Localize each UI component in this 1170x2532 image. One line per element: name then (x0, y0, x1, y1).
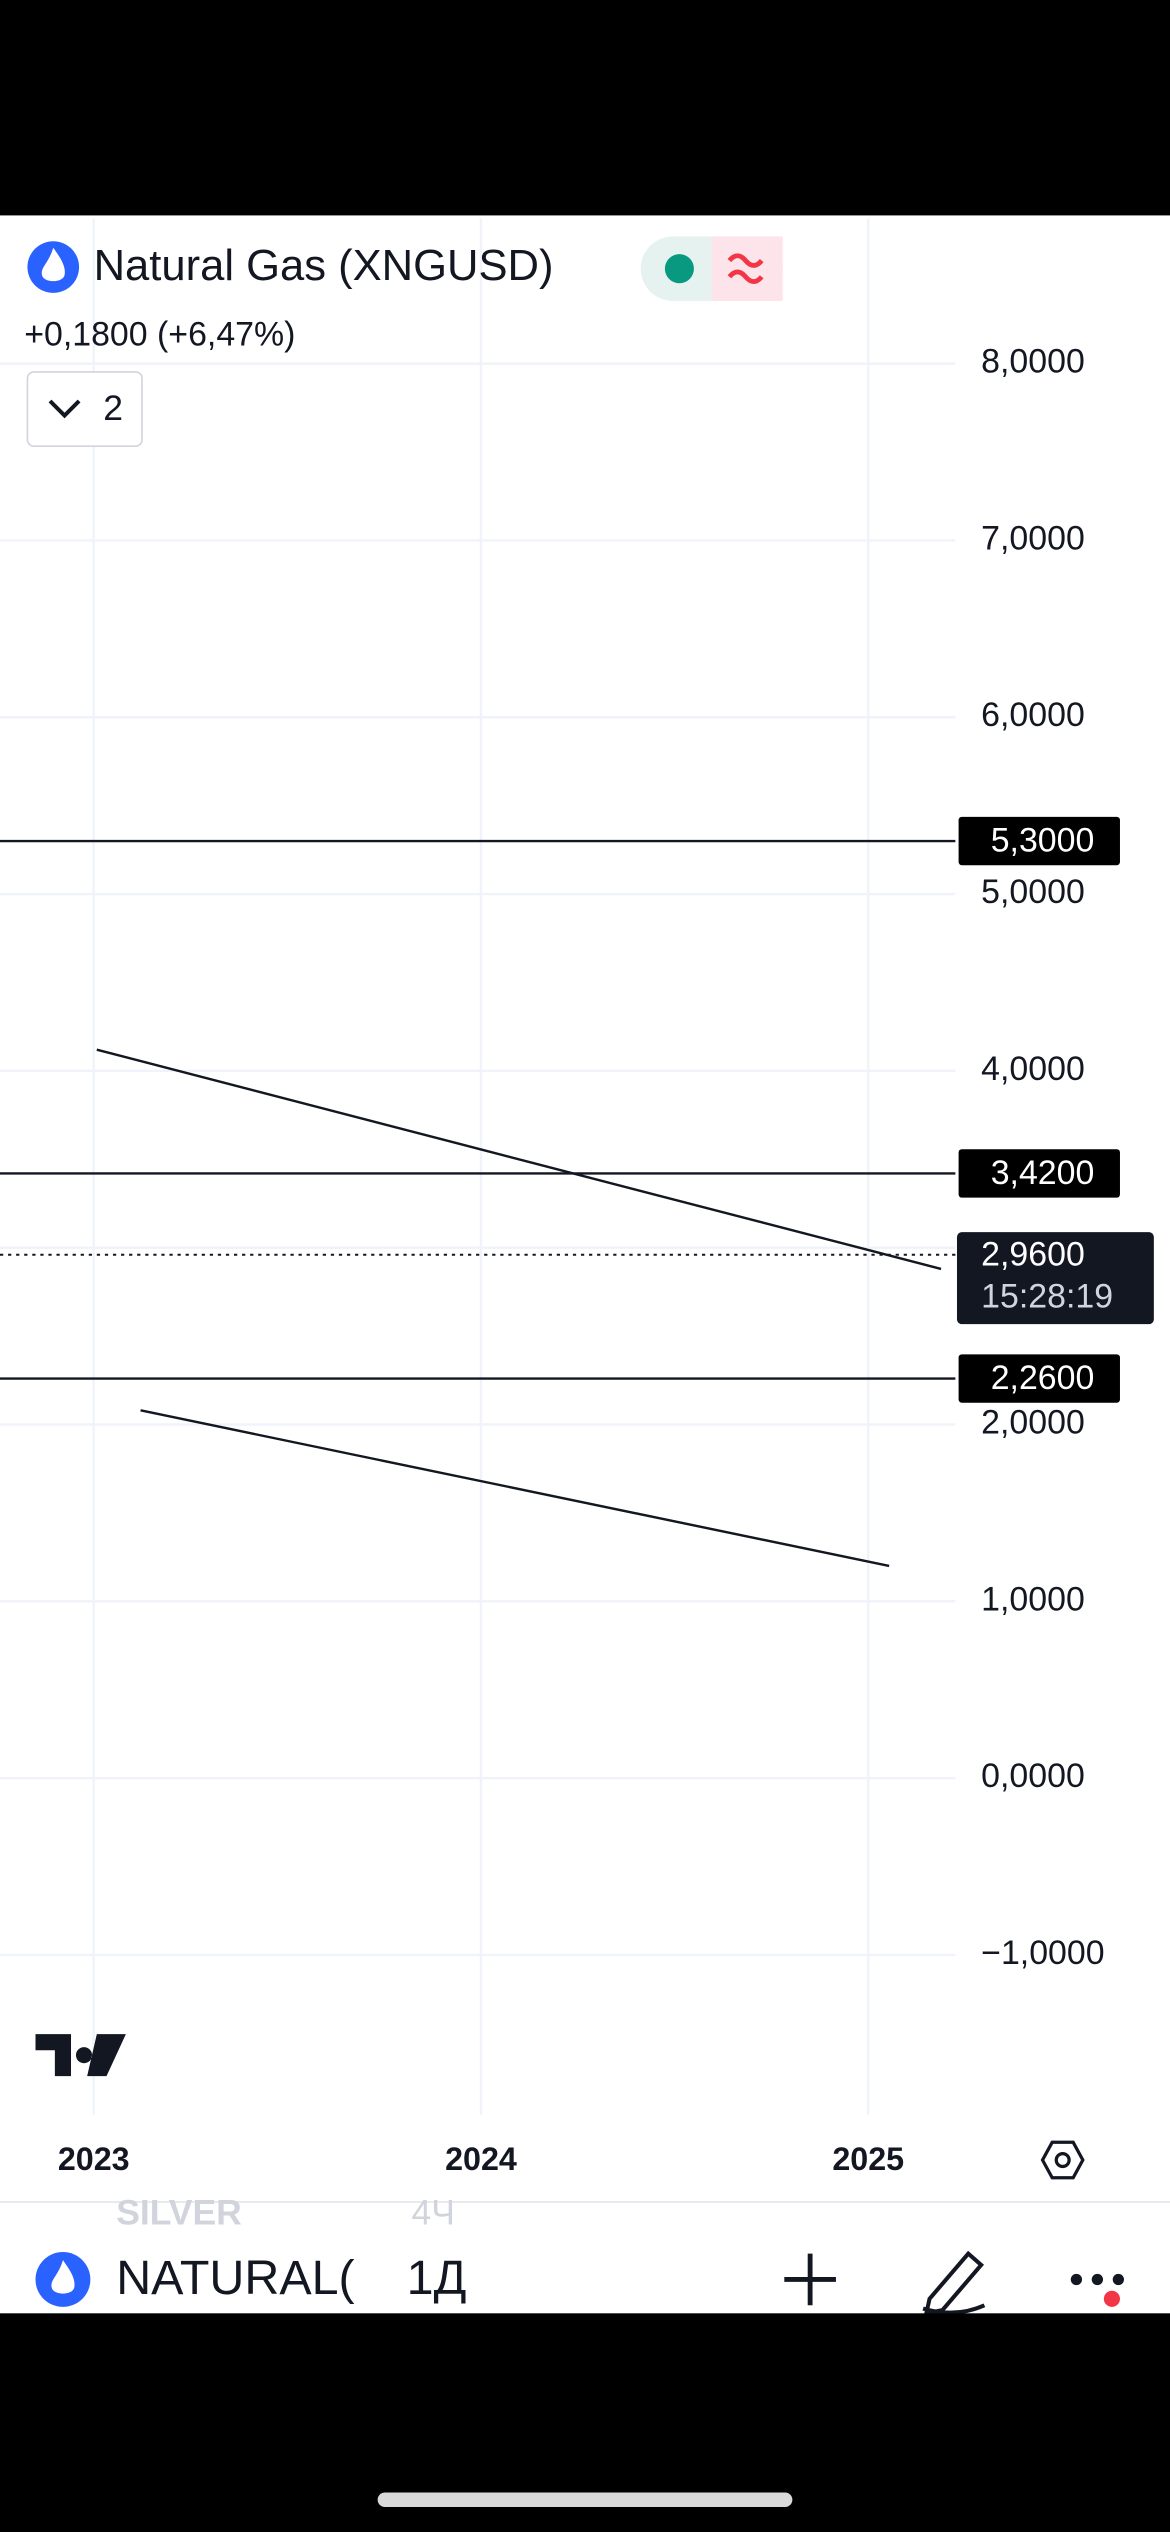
settings-icon[interactable] (1040, 2140, 1085, 2180)
x-tick-label: 2023 (58, 2141, 130, 2177)
plot: 2023 2024 2025 8,0000 7,0000 6,0000 5,0000 4,00… (0, 218, 1154, 2177)
y-tick-label: 0,0000 (981, 1757, 1085, 1795)
y-tick-label: 8,0000 (981, 343, 1085, 381)
flame (41, 247, 65, 282)
menu-dot (1091, 2273, 1104, 2286)
home-indicator[interactable] (377, 2492, 793, 2508)
behind-symbol: SILVER (116, 2192, 242, 2232)
draw-button[interactable] (922, 2250, 986, 2316)
current-price-box (956, 1232, 1154, 1325)
level-label: 2,2600 (991, 1359, 1095, 1397)
interval[interactable]: 1Д (407, 2251, 467, 2305)
delay-icon (727, 253, 764, 284)
notification-dot (1103, 2290, 1120, 2307)
level-label: 5,3000 (991, 822, 1095, 860)
chevron (48, 399, 81, 419)
indicator-count: 2 (103, 388, 123, 428)
y-tick-label: 2,0000 (981, 1403, 1085, 1441)
market-open-dot (664, 254, 694, 284)
menu-dot (1112, 2273, 1125, 2286)
symbol-title[interactable]: Natural Gas (XNGUSD) (94, 242, 554, 290)
y-tick-label: 1,0000 (981, 1580, 1085, 1618)
level-label-box (958, 1354, 1120, 1403)
y-tick-label: 5,0000 (981, 873, 1085, 911)
countdown: 15:28:19 (981, 1277, 1113, 1315)
behind-interval: 4Ч (412, 2192, 455, 2232)
add-button[interactable] (784, 2253, 836, 2306)
menu-dot[interactable] (1070, 2273, 1083, 2286)
current-price-label: 2,9600 (981, 1235, 1085, 1273)
flame (51, 2260, 75, 2294)
y-tick-label: 7,0000 (981, 519, 1085, 557)
x-tick-label: 2025 (832, 2141, 904, 2177)
x-tick-label: 2024 (445, 2141, 517, 2177)
y-tick-label: 4,0000 (981, 1050, 1085, 1088)
trendline (140, 1409, 890, 1568)
price-change: +0,1800 (+6,47%) (24, 315, 295, 353)
level-label: 3,4200 (991, 1154, 1095, 1192)
y-tick-label: −1,0000 (981, 1934, 1104, 1972)
status-pill-right (711, 236, 783, 301)
indicators-toggle[interactable] (26, 371, 143, 447)
y-tick-label: 6,0000 (981, 696, 1085, 734)
level-label-box (958, 816, 1120, 866)
settings-dot (1054, 2151, 1071, 2169)
trendline (96, 1048, 942, 1271)
footer-symbol[interactable]: NATURAL( (116, 2251, 354, 2305)
level-label-box (958, 1149, 1120, 1198)
tradingview-logo (35, 2034, 126, 2077)
